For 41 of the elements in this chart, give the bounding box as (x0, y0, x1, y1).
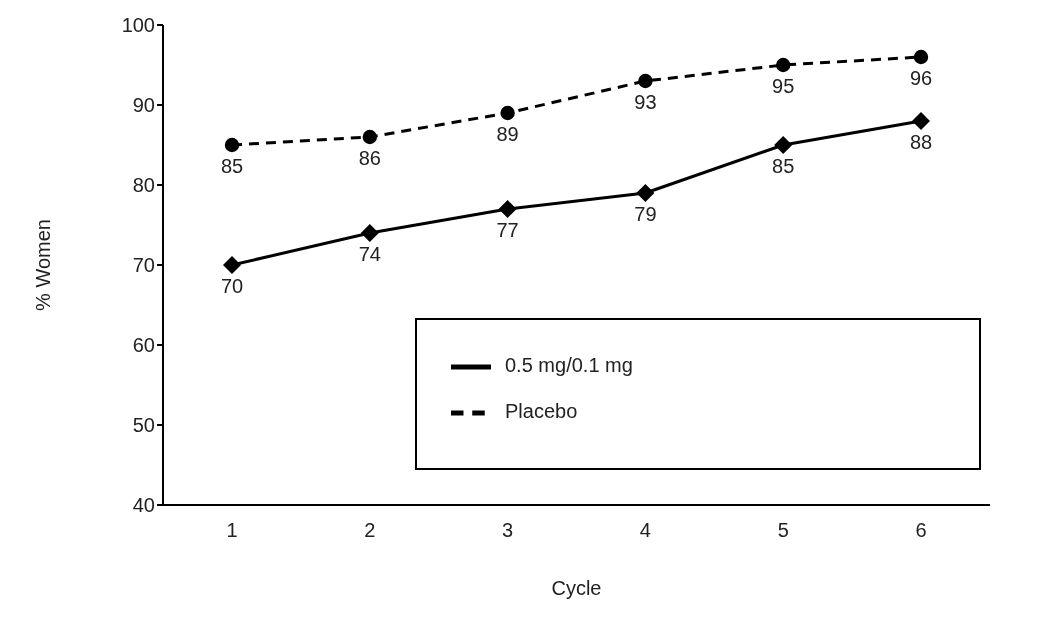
y-tick-label: 70 (132, 254, 155, 277)
point (223, 256, 241, 274)
data-label: 77 (496, 219, 519, 242)
data-label: 74 (358, 243, 381, 266)
y-tick-label: 60 (132, 334, 155, 357)
point (912, 112, 930, 130)
point (360, 224, 379, 242)
point (500, 105, 515, 121)
point (638, 73, 653, 89)
point (913, 49, 929, 65)
x-tick-label: 3 (502, 519, 514, 542)
y-tick-label: 80 (132, 174, 155, 197)
data-label: 79 (634, 203, 657, 226)
legend-label: Placebo (505, 400, 578, 422)
point (776, 57, 791, 73)
data-label: 93 (634, 91, 657, 114)
y-tick-label: 90 (132, 94, 155, 117)
x-tick-label: 1 (226, 519, 238, 542)
point (498, 200, 517, 218)
y-tick-label: 100 (121, 14, 155, 37)
data-label: 95 (772, 75, 795, 98)
point (636, 184, 655, 202)
x-axis-title: Cycle (551, 577, 602, 599)
data-label: 96 (909, 67, 933, 90)
data-label: 85 (772, 155, 795, 178)
y-tick-label: 40 (132, 494, 155, 517)
x-tick-label: 4 (639, 519, 651, 542)
x-tick-label: 6 (915, 519, 927, 542)
point (774, 136, 793, 154)
x-tick-label: 2 (364, 519, 376, 542)
y-axis-title: % Women (32, 219, 55, 311)
data-label: 88 (909, 131, 933, 154)
point (362, 129, 377, 145)
point (224, 137, 240, 153)
y-tick-label: 50 (132, 414, 155, 437)
x-tick-label: 5 (777, 519, 789, 542)
data-label: 89 (496, 123, 519, 146)
legend-label: 0.5 mg/0.1 mg (505, 354, 633, 376)
data-label: 70 (220, 275, 244, 298)
data-label: 86 (358, 147, 381, 170)
data-label: 85 (220, 155, 244, 178)
